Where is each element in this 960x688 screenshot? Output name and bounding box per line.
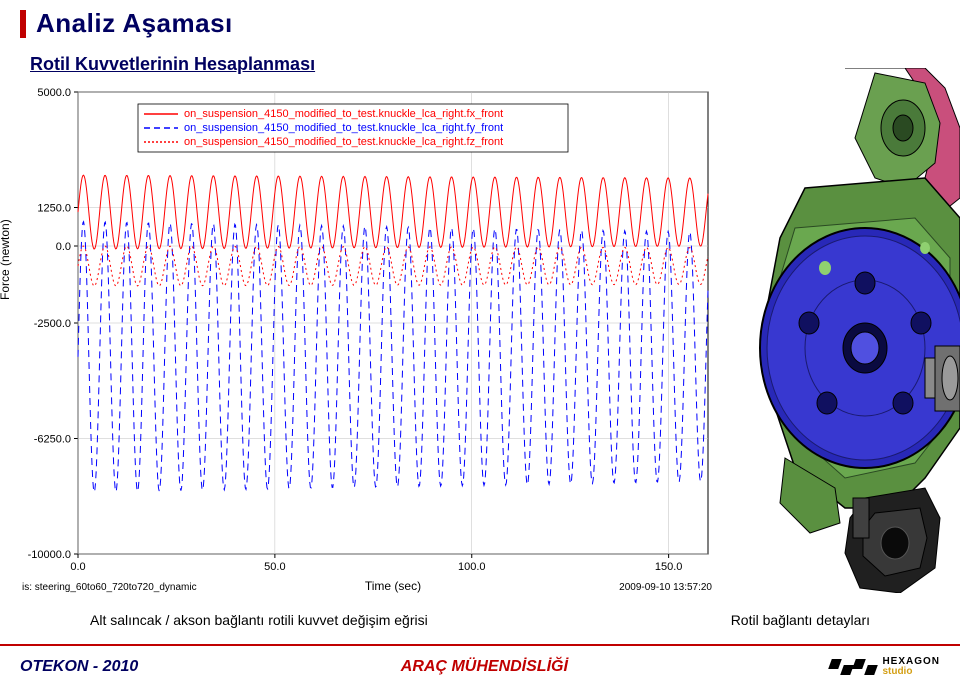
svg-text:100.0: 100.0	[458, 561, 486, 573]
chart-svg: -10000.0 -6250.0 -2500.0 0.0 1250.0 5000.0 0.0…	[18, 86, 718, 596]
svg-text:on_suspension_4150_modified_to: on_suspension_4150_modified_to_test.knuc…	[184, 108, 503, 120]
footer-center: ARAÇ MÜHENDİSLİĞİ	[401, 658, 568, 676]
svg-text:50.0: 50.0	[264, 561, 285, 573]
caption-right: Rotil bağlantı detayları	[731, 612, 870, 628]
svg-text:on_suspension_4150_modified_to: on_suspension_4150_modified_to_test.knuc…	[184, 122, 503, 134]
svg-text:1250.0: 1250.0	[37, 203, 71, 215]
page-subtitle: Rotil Kuvvetlerinin Hesaplanması	[30, 54, 315, 75]
svg-text:0.0: 0.0	[70, 561, 85, 573]
title-accent-icon	[20, 10, 26, 38]
page-title-bar: Analiz Aşaması	[20, 8, 233, 39]
cad-svg	[725, 68, 960, 593]
svg-text:2009-09-10 13:57:20: 2009-09-10 13:57:20	[619, 582, 712, 593]
caption-left: Alt salıncak / akson bağlantı rotili kuv…	[90, 612, 428, 628]
svg-text:-6250.0: -6250.0	[34, 434, 71, 446]
svg-text:0.0: 0.0	[56, 241, 71, 253]
hexagon-logo-icon	[830, 659, 876, 675]
svg-text:on_suspension_4150_modified_to: on_suspension_4150_modified_to_test.knuc…	[184, 136, 503, 148]
svg-text:-10000.0: -10000.0	[28, 549, 71, 561]
svg-text:150.0: 150.0	[655, 561, 683, 573]
hexagon-logo-text: HEXAGON studio	[882, 657, 940, 677]
y-axis-label: Force (newton)	[0, 219, 12, 300]
cad-illustration	[725, 68, 960, 593]
footer-left: OTEKON - 2010	[20, 658, 138, 676]
page-title: Analiz Aşaması	[36, 8, 233, 39]
footer-logo: HEXAGON studio	[830, 657, 940, 677]
svg-text:is: steering_60to60_720to720_d: is: steering_60to60_720to720_dynamic	[22, 582, 197, 593]
svg-text:-2500.0: -2500.0	[34, 318, 71, 330]
footer: OTEKON - 2010 ARAÇ MÜHENDİSLİĞİ HEXAGON …	[0, 644, 960, 688]
force-time-chart: -10000.0 -6250.0 -2500.0 0.0 1250.0 5000.0 0.0…	[18, 86, 718, 596]
logo-bottom: studio	[882, 667, 940, 677]
svg-text:Time (sec): Time (sec)	[365, 579, 421, 593]
svg-text:5000.0: 5000.0	[37, 87, 71, 99]
